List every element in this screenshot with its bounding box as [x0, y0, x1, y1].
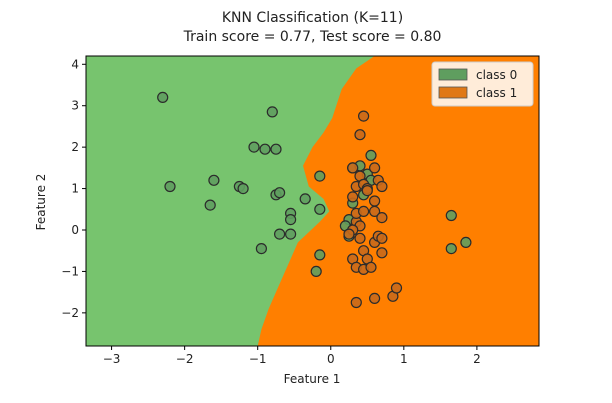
- point-class-0-17: [314, 170, 326, 182]
- point-class-0-32: [445, 209, 457, 222]
- point-class-0-30: [365, 149, 377, 161]
- x-tick-label--3: −3: [103, 352, 121, 366]
- point-class-1-26: [369, 205, 381, 217]
- x-tick-label--2: −2: [176, 352, 194, 366]
- point-class-0-1: [164, 180, 176, 193]
- point-class-1-15: [354, 232, 366, 244]
- point-class-0-18: [314, 203, 326, 215]
- point-class-1-27: [376, 212, 388, 224]
- legend: class 0 class 1: [431, 61, 534, 107]
- scatter-points: [157, 91, 472, 309]
- legend-label-1: class 1: [476, 86, 517, 100]
- y-tick-label-4: 4: [71, 57, 79, 71]
- point-class-1-8: [376, 180, 388, 193]
- point-class-1-5: [361, 185, 373, 197]
- point-class-0-5: [237, 183, 249, 195]
- chart-subtitle: Train score = 0.77, Test score = 0.80: [183, 29, 442, 45]
- point-class-0-15: [285, 228, 297, 240]
- x-tick-label-0: 0: [327, 352, 335, 366]
- point-class-0-6: [248, 141, 260, 153]
- point-class-0-8: [270, 143, 282, 155]
- y-tick-label--1: −1: [61, 264, 79, 278]
- point-class-1-32: [350, 296, 362, 309]
- y-tick-label-2: 2: [71, 140, 79, 154]
- point-class-1-10: [354, 129, 366, 141]
- point-class-1-31: [390, 282, 403, 294]
- point-class-0-12: [274, 228, 286, 240]
- y-tick-label--2: −2: [61, 306, 79, 320]
- decision-regions: [86, 56, 539, 346]
- point-class-1-21: [365, 261, 377, 273]
- point-class-1-35: [358, 205, 370, 217]
- point-class-1-29: [369, 292, 381, 304]
- point-class-0-34: [460, 236, 472, 248]
- point-class-0-20: [314, 249, 326, 261]
- point-class-0-0: [157, 91, 169, 104]
- x-tick-label-1: 1: [400, 352, 408, 366]
- legend-label-0: class 0: [476, 68, 517, 82]
- point-class-0-3: [204, 199, 216, 211]
- point-class-1-0: [347, 191, 359, 203]
- point-class-1-34: [343, 228, 355, 240]
- point-class-0-14: [285, 214, 297, 226]
- plot-frame: [85, 55, 540, 347]
- point-class-1-25: [376, 247, 388, 259]
- point-class-0-2: [208, 174, 220, 186]
- legend-swatch-1: [438, 86, 468, 99]
- point-class-0-11: [274, 187, 286, 199]
- point-class-0-16: [299, 193, 311, 205]
- x-tick-label-2: 2: [473, 352, 481, 366]
- x-tick-label--1: −1: [249, 352, 267, 366]
- point-class-0-21: [310, 265, 322, 277]
- point-class-0-33: [445, 243, 457, 255]
- axes: −3 −2 −1 0 1 2 −2 −1 0 1 2 3 4: [61, 55, 540, 366]
- legend-swatch-0: [438, 68, 468, 81]
- point-class-1-6: [369, 162, 381, 174]
- point-class-1-24: [376, 232, 388, 244]
- x-axis-label: Feature 1: [283, 372, 341, 386]
- y-tick-label-3: 3: [71, 99, 79, 113]
- point-class-0-7: [259, 143, 271, 155]
- point-class-1-9: [369, 195, 381, 207]
- y-tick-label-1: 1: [71, 182, 79, 196]
- region-class-0: [86, 56, 375, 346]
- point-class-0-19: [255, 243, 267, 255]
- point-class-0-9: [266, 106, 278, 118]
- y-tick-label-0: 0: [71, 223, 79, 237]
- chart-title: KNN Classification (K=11): [221, 10, 404, 26]
- point-class-1-11: [358, 110, 370, 122]
- point-class-1-12: [347, 162, 359, 174]
